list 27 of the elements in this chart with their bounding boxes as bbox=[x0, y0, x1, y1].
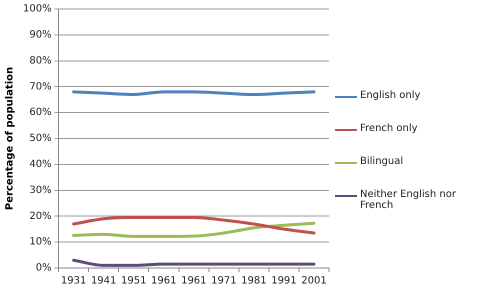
y-tick-label: 10% bbox=[29, 236, 52, 248]
y-tick-label: 80% bbox=[29, 55, 52, 66]
y-tick-label: 40% bbox=[29, 158, 52, 170]
legend-label: French only bbox=[360, 122, 418, 134]
x-tick-label: 1981 bbox=[241, 276, 267, 287]
line-series bbox=[72, 216, 316, 235]
y-axis-title: Percentage of population bbox=[4, 66, 16, 210]
x-tick-label: 1931 bbox=[60, 276, 86, 287]
y-tick-label: 20% bbox=[29, 210, 52, 222]
x-tick-label: 2001 bbox=[301, 276, 327, 287]
y-tick-label: 50% bbox=[29, 133, 52, 144]
x-tick-label: 1961 bbox=[181, 276, 207, 287]
y-tick-label: 100% bbox=[22, 4, 52, 15]
y-tick-label: 0% bbox=[36, 262, 52, 274]
y-tick-label: 70% bbox=[29, 81, 52, 92]
legend-label: Neither English nor French bbox=[360, 188, 457, 210]
y-tick-label: 60% bbox=[29, 107, 52, 118]
x-tick-label: 1991 bbox=[271, 276, 297, 287]
legend-label: Bilingual bbox=[360, 156, 404, 166]
line-series bbox=[72, 222, 316, 238]
legend-label: English only bbox=[360, 90, 420, 100]
x-tick-label: 1971 bbox=[211, 276, 237, 287]
x-tick-label: 1961 bbox=[151, 276, 176, 287]
y-tick-label: 90% bbox=[29, 29, 52, 40]
y-tick-label: 30% bbox=[29, 184, 52, 196]
x-tick-label: 1951 bbox=[120, 276, 146, 287]
x-tick-label: 1941 bbox=[90, 276, 116, 287]
